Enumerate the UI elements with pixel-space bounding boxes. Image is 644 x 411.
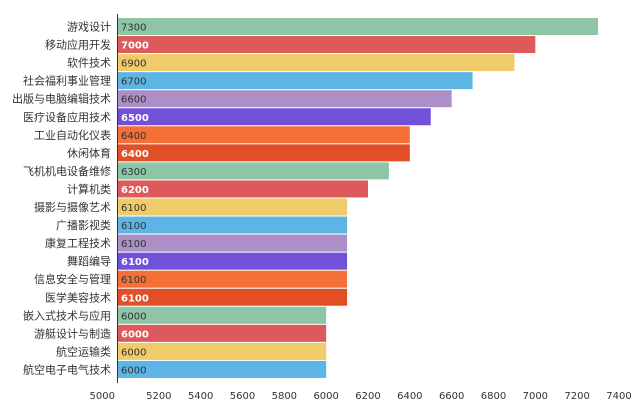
bar-value-label: 6400 [121,149,149,160]
bar [118,324,327,342]
x-tick-label: 7200 [564,391,589,402]
bar [118,342,327,360]
x-tick-label: 5600 [230,391,255,402]
bar-value-label: 6000 [121,311,146,322]
category-label: 移动应用开发 [45,38,111,52]
category-labels: 游戏设计移动应用开发软件技术社会福利事业管理出版与电脑编辑技术医疗设备应用技术工… [12,21,111,377]
category-label: 摄影与摄像艺术 [34,200,111,214]
bar-value-label: 6100 [121,275,146,286]
category-label: 嵌入式技术与应用 [23,308,111,322]
bar [118,162,389,180]
category-label: 航空电子电气技术 [23,362,111,376]
category-label: 游艇设计与制造 [34,326,111,340]
x-tick-label: 5200 [146,391,171,402]
x-tick-label: 6400 [397,391,422,402]
x-tick-label: 5000 [90,391,115,402]
bar-value-label: 6900 [121,59,146,70]
bar-value-label: 6100 [121,293,149,304]
bar [118,270,348,288]
bar-value-label: 6700 [121,77,146,88]
bar-value-label: 6100 [121,221,146,232]
category-label: 广播影视类 [56,218,111,232]
category-label: 软件技术 [67,56,111,70]
bar-value-label: 6000 [121,329,149,340]
bar [118,216,348,234]
category-label: 休闲体育 [67,146,111,160]
bar [118,54,515,72]
bar [118,360,327,378]
bar [118,306,327,324]
category-label: 舞蹈编导 [67,254,111,268]
bar [118,72,473,90]
bar [118,108,431,126]
bar-value-label: 6100 [121,239,146,250]
bar-value-label: 6000 [121,365,146,376]
bar-value-label: 6500 [121,113,149,124]
bar [118,234,348,252]
bar-value-label: 6000 [121,347,146,358]
bar-value-label: 7300 [121,23,146,34]
category-label: 游戏设计 [67,21,111,34]
x-tick-label: 6000 [313,391,338,402]
x-tick-label: 7000 [523,391,548,402]
category-label: 医疗设备应用技术 [23,110,111,124]
bar [118,18,599,35]
bar [118,90,452,108]
bar-value-label: 6200 [121,185,149,196]
x-tick-label: 6600 [439,391,464,402]
bar-value-label: 6600 [121,95,146,106]
bar [118,252,348,270]
x-tick-label: 6800 [481,391,506,402]
category-label: 社会福利事业管理 [23,74,111,88]
category-label: 康复工程技术 [45,236,111,250]
bar-value-label: 6400 [121,131,146,142]
bar-value-label: 6100 [121,203,146,214]
x-tick-label: 6200 [355,391,380,402]
category-label: 出版与电脑编辑技术 [12,92,111,106]
bar-value-label: 7000 [121,41,149,52]
bar-value-label: 6100 [121,257,149,268]
bar [118,288,348,306]
x-tick-label: 5800 [272,391,297,402]
category-label: 航空运输类 [56,344,111,358]
category-label: 工业自动化仪表 [34,128,111,142]
x-tick-label: 5400 [188,391,213,402]
category-label: 信息安全与管理 [34,272,111,286]
bar [118,36,536,54]
bars-group: 7300 7000 6900 6700 6600 6500 6400 6400 6300 6200… [118,18,599,378]
bar [118,144,410,162]
bar-value-label: 6300 [121,167,146,178]
category-label: 计算机类 [67,182,111,196]
bar [118,126,410,144]
bar [118,180,368,198]
category-label: 医学美容技术 [45,290,111,304]
x-axis-ticks: 5000 5200 5400 5600 5800 6000 6200 6400 6600 6800… [90,391,632,402]
x-tick-label: 7400 [606,391,631,402]
bar [118,198,348,216]
category-label: 飞机机电设备维修 [23,164,111,178]
